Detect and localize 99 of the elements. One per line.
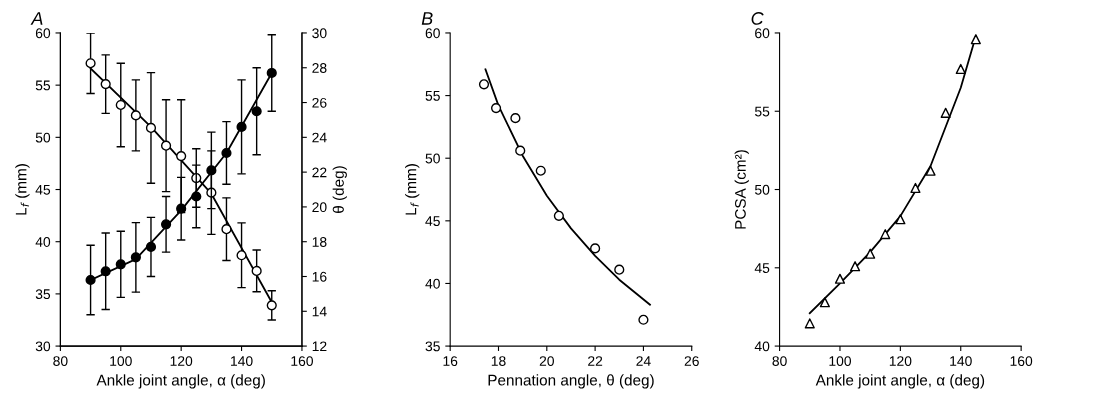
point <box>266 300 277 311</box>
point <box>85 274 96 286</box>
x-tick-label: 18 <box>491 356 506 366</box>
point <box>865 248 876 259</box>
point <box>955 63 966 75</box>
x-tick-label: 160 <box>1010 356 1033 366</box>
point <box>236 250 247 261</box>
y-tick-label: 50 <box>35 132 51 143</box>
point <box>115 99 126 111</box>
x-tick-label: 100 <box>110 356 132 366</box>
x-tick-label: 120 <box>889 356 912 366</box>
y-tick-label: 45 <box>35 185 51 195</box>
y2-tick-label: 16 <box>312 271 327 282</box>
x-axis-title: Ankle joint angle, α (deg) <box>815 374 985 389</box>
point <box>614 264 625 275</box>
x-tick-label: 120 <box>170 356 193 366</box>
point <box>940 107 951 118</box>
point <box>895 214 906 225</box>
x-axis-title: Ankle joint angle, α (deg) <box>96 374 265 389</box>
point <box>834 273 846 284</box>
y-tick-label: 55 <box>425 91 440 101</box>
y-tick-label: 60 <box>35 28 51 39</box>
x-tick-label: 140 <box>231 356 253 366</box>
point <box>590 243 601 254</box>
y2-tick-label: 24 <box>312 132 327 143</box>
point <box>100 79 111 90</box>
x-tick-label: 160 <box>291 356 313 366</box>
point <box>160 219 172 230</box>
y-tick-label: 50 <box>754 184 770 195</box>
point <box>638 314 649 325</box>
y-tick-label: 45 <box>754 263 770 273</box>
point <box>130 252 141 263</box>
x-tick-label: 140 <box>950 356 972 366</box>
y-tick-label: 45 <box>425 216 440 226</box>
y-axis-title: L$_{f}$ (mm) <box>405 164 420 215</box>
point <box>130 110 141 121</box>
y2-tick-label: 18 <box>312 237 327 247</box>
point <box>266 67 277 79</box>
point <box>176 151 187 162</box>
y2-tick-label: 14 <box>312 306 327 317</box>
point <box>176 203 187 214</box>
chart-title: B <box>421 12 433 25</box>
y-tick-label: 50 <box>425 153 440 164</box>
y-tick-label: 60 <box>755 28 770 39</box>
y2-tick-label: 28 <box>312 63 327 73</box>
point <box>145 122 157 134</box>
y2-tick-label: 12 <box>312 341 327 352</box>
y2-tick-label: 30 <box>312 28 327 39</box>
chart-title: C <box>751 12 764 25</box>
x-tick-label: 24 <box>636 356 651 366</box>
point <box>849 261 861 272</box>
point <box>85 58 96 69</box>
y-tick-label: 55 <box>35 80 51 91</box>
chart-title: A <box>30 12 43 25</box>
x-tick-label: 26 <box>684 356 699 366</box>
point <box>804 318 815 329</box>
x-axis-title: Pennation angle, θ (deg) <box>488 374 654 389</box>
point <box>221 224 232 235</box>
point <box>490 103 502 114</box>
point <box>206 165 217 176</box>
x-tick-label: 100 <box>829 356 852 366</box>
point <box>535 165 546 176</box>
y-tick-label: 40 <box>754 341 770 352</box>
x-tick-label: 20 <box>539 356 554 366</box>
point <box>553 210 564 221</box>
y-tick-label: 40 <box>425 278 440 289</box>
x-tick-label: 80 <box>772 356 787 366</box>
y2-tick-label: 22 <box>312 167 327 178</box>
point <box>819 297 830 308</box>
point <box>145 241 157 253</box>
x-tick-label: 22 <box>588 356 603 366</box>
y-axis-title: PCSA (cm²) <box>734 150 749 229</box>
point <box>510 113 521 124</box>
point <box>160 140 172 151</box>
point <box>100 266 111 277</box>
y-tick-label: 35 <box>35 289 51 300</box>
point <box>880 229 891 240</box>
point <box>191 191 202 202</box>
point <box>115 259 126 270</box>
y-tick-label: 35 <box>425 341 440 352</box>
y2-axis-title: θ (deg) <box>332 166 347 213</box>
y2-tick-label: 26 <box>312 97 327 108</box>
x-tick-label: 80 <box>53 356 68 366</box>
point <box>925 165 936 176</box>
point <box>251 265 262 277</box>
y-axis-title: L$_{f}$ (mm) <box>15 164 30 215</box>
x-tick-label: 16 <box>443 356 458 366</box>
point <box>515 145 526 156</box>
point <box>970 34 981 45</box>
point <box>910 182 921 194</box>
y2-tick-label: 20 <box>312 202 327 213</box>
point <box>251 106 262 117</box>
y-tick-label: 40 <box>35 237 51 247</box>
point <box>221 147 232 159</box>
y-tick-label: 30 <box>35 341 51 352</box>
y-tick-label: 60 <box>425 28 440 39</box>
y-tick-label: 55 <box>754 106 770 117</box>
point <box>236 121 247 132</box>
point <box>478 79 490 90</box>
